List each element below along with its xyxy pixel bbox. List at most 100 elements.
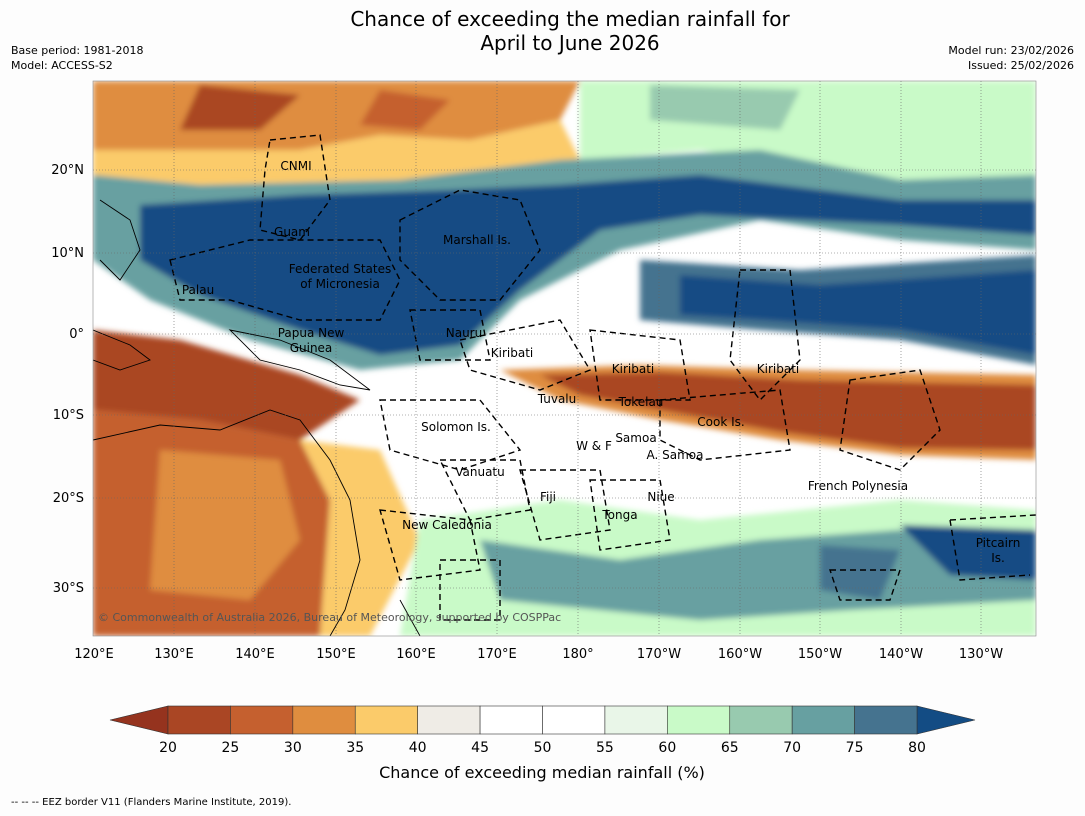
colorbar-tick-label: 60 [658,740,676,756]
lon-label-140w: 140°W [879,647,923,662]
map-title: Chance of exceeding the median rainfall … [0,7,1085,55]
rainfall-shading [93,81,1036,636]
colorbar-over-arrow [916,705,976,735]
label-new-caledonia: New Caledonia [402,518,492,532]
wet-patch-north-east [650,85,800,130]
colorbar-segment [791,705,855,735]
label-png-1: Papua New [278,326,345,340]
map-field: CNMI Guam Marshall Is. Federated States … [93,81,1036,636]
model-run-text: Model run: 23/02/2026 [948,44,1074,57]
colorbar-tick-label: 40 [409,740,427,756]
eez-borders [169,134,1036,621]
eez-tonga [589,479,671,551]
colorbar-segment [479,705,543,735]
lon-label-170w: 170°W [637,647,681,662]
lat-axis-labels: 20°N 10°N 0° 10°S 20°S 30°S [51,163,84,596]
region-labels: CNMI Guam Marshall Is. Federated States … [182,159,1020,565]
dry-patch-australia [150,450,300,600]
colorbar-tick-label: 25 [222,740,240,756]
eez-micronesia [169,239,401,321]
label-pitcairn-2: Is. [991,551,1005,565]
colorbar-segment [417,705,481,735]
base-period-text: Base period: 1981-2018 [11,44,144,57]
title-line-1: Chance of exceeding the median rainfall … [350,7,790,31]
issued-text: Issued: 25/02/2026 [967,59,1074,72]
sulawesi-coast [93,329,151,371]
colorbar-label: Chance of exceeding median rainfall (%) [379,763,705,782]
eez-kiribati-phoenix [589,329,691,401]
label-kiribati-line: Kiribati [757,362,799,376]
label-wallis-futuna: W & F [576,439,612,453]
dry-patch-north [360,90,450,130]
label-fsm-2: of Micronesia [300,277,380,291]
lon-label-180: 180° [562,647,593,662]
colorbar-segment [729,705,793,735]
label-kiribati-gilbert: Kiribati [491,346,533,360]
lat-label-30s: 30°S [53,581,84,596]
lon-label-120e: 120°E [74,647,114,662]
label-tonga: Tonga [601,508,637,522]
lon-label-150e: 150°E [316,647,356,662]
label-french-polynesia: French Polynesia [808,479,908,493]
label-samoa: Samoa [615,431,656,445]
label-palau: Palau [182,283,214,297]
eez-pitcairn [949,514,1036,581]
colorbar-under-arrow [109,705,169,735]
colorbar: 20 25 30 35 40 45 50 55 60 65 70 75 80 Chance of exc… [109,705,976,782]
colorbar-tick-label: 65 [721,740,739,756]
lon-label-130e: 130°E [154,647,194,662]
label-kiribati-phoenix: Kiribati [612,362,654,376]
eez-french-polynesia [839,369,941,471]
colorbar-segment [542,705,606,735]
label-fiji: Fiji [540,490,556,504]
philippines-coast [99,199,141,281]
colorbar-segment [230,705,294,735]
colorbar-tick-label: 70 [783,740,801,756]
lon-label-160w: 160°W [718,647,762,662]
lon-label-170e: 170°E [477,647,517,662]
eez-austral [829,569,901,601]
colorbar-segment [667,705,731,735]
new-guinea-coast [228,329,371,391]
colorbar-tick-label: 45 [471,740,489,756]
label-cook: Cook Is. [697,415,744,429]
very-wet-band-west [140,175,1036,355]
lon-label-140e: 140°E [235,647,275,662]
label-guam: Guam [274,225,310,239]
lon-label-150w: 150°W [798,647,842,662]
label-american-samoa: A. Samoa [647,448,704,462]
lat-label-0: 0° [69,327,84,342]
label-tuvalu: Tuvalu [537,392,577,406]
eez-cnmi-guam [259,134,331,241]
colorbar-tick-label: 75 [846,740,864,756]
colorbar-segment [167,705,231,735]
lon-label-160e: 160°E [396,647,436,662]
light-dry-north [93,120,580,185]
label-png-2: Guinea [290,341,333,355]
colorbar-tick-label: 80 [908,740,926,756]
label-fsm-1: Federated States [289,262,391,276]
model-text: Model: ACCESS-S2 [11,59,113,72]
label-cnmi: CNMI [280,159,311,173]
eez-fiji [519,469,611,541]
colorbar-tick-label: 30 [284,740,302,756]
very-dry-band-south [540,372,1036,450]
lat-label-20s: 20°S [53,491,84,506]
eez-nauru [409,309,491,361]
label-nauru: Nauru [446,326,482,340]
eez-cook [659,389,791,461]
lat-label-10s: 10°S [53,408,84,423]
eez-footnote: -- -- -- EEZ border V11 (Flanders Marine… [11,797,292,808]
dry-maritime-continent [93,330,360,440]
colorbar-tick-label: 20 [159,740,177,756]
copyright-text: © Commonwealth of Australia 2026, Bureau… [98,611,561,624]
new-zealand-coast [399,599,421,636]
lon-label-130w: 130°W [959,647,1003,662]
gridlines [93,81,1036,636]
colorbar-tick-label: 35 [346,740,364,756]
map-frame [92,80,1037,637]
eez-marshall [399,189,541,301]
lat-label-20n: 20°N [51,163,84,178]
label-tokelau: Tokelau [618,395,664,409]
